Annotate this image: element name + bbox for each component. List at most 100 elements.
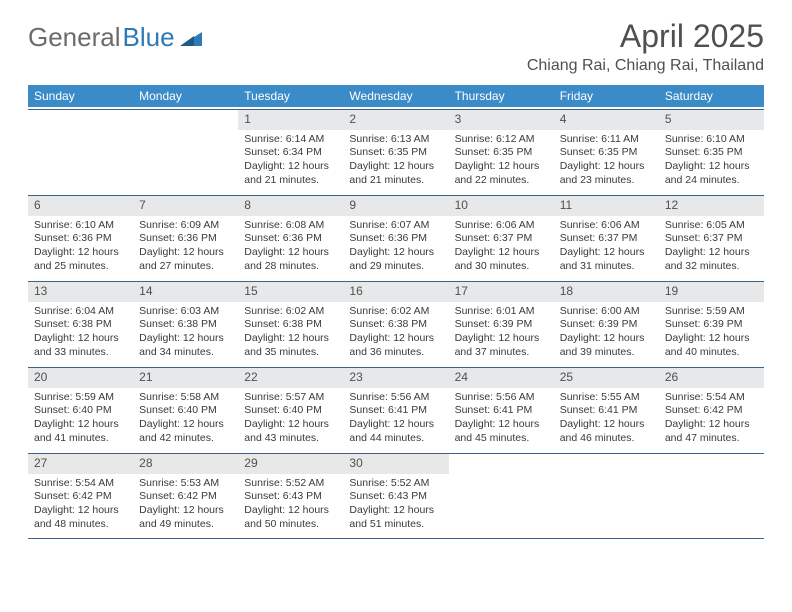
day-body: Sunrise: 6:12 AMSunset: 6:35 PMDaylight:… bbox=[449, 130, 554, 192]
sunrise-line: Sunrise: 5:56 AM bbox=[349, 391, 442, 405]
logo-text-blue: Blue bbox=[123, 22, 175, 53]
daylight-line: Daylight: 12 hours and 41 minutes. bbox=[34, 418, 127, 445]
day-number: 29 bbox=[238, 454, 343, 474]
header: GeneralBlue April 2025 Chiang Rai, Chian… bbox=[28, 18, 764, 75]
day-number: 11 bbox=[554, 196, 659, 216]
day-body: Sunrise: 6:06 AMSunset: 6:37 PMDaylight:… bbox=[554, 216, 659, 278]
sunset-line: Sunset: 6:35 PM bbox=[349, 146, 442, 160]
day-number: 7 bbox=[133, 196, 238, 216]
day-body: Sunrise: 5:54 AMSunset: 6:42 PMDaylight:… bbox=[28, 474, 133, 536]
logo: GeneralBlue bbox=[28, 18, 202, 53]
day-number: 3 bbox=[449, 110, 554, 130]
calendar-cell: 6Sunrise: 6:10 AMSunset: 6:36 PMDaylight… bbox=[28, 195, 133, 281]
daylight-line: Daylight: 12 hours and 30 minutes. bbox=[455, 246, 548, 273]
day-number: 27 bbox=[28, 454, 133, 474]
calendar-cell: 25Sunrise: 5:55 AMSunset: 6:41 PMDayligh… bbox=[554, 367, 659, 453]
daylight-line: Daylight: 12 hours and 24 minutes. bbox=[665, 160, 758, 187]
calendar-cell: 11Sunrise: 6:06 AMSunset: 6:37 PMDayligh… bbox=[554, 195, 659, 281]
day-number: 9 bbox=[343, 196, 448, 216]
daylight-line: Daylight: 12 hours and 33 minutes. bbox=[34, 332, 127, 359]
calendar-cell: 15Sunrise: 6:02 AMSunset: 6:38 PMDayligh… bbox=[238, 281, 343, 367]
sunrise-line: Sunrise: 6:06 AM bbox=[455, 219, 548, 233]
daylight-line: Daylight: 12 hours and 35 minutes. bbox=[244, 332, 337, 359]
day-number: 22 bbox=[238, 368, 343, 388]
calendar-page: GeneralBlue April 2025 Chiang Rai, Chian… bbox=[0, 0, 792, 557]
day-body: Sunrise: 6:10 AMSunset: 6:35 PMDaylight:… bbox=[659, 130, 764, 192]
sunrise-line: Sunrise: 5:57 AM bbox=[244, 391, 337, 405]
calendar-cell: 9Sunrise: 6:07 AMSunset: 6:36 PMDaylight… bbox=[343, 195, 448, 281]
daylight-line: Daylight: 12 hours and 44 minutes. bbox=[349, 418, 442, 445]
daylight-line: Daylight: 12 hours and 47 minutes. bbox=[665, 418, 758, 445]
sunset-line: Sunset: 6:39 PM bbox=[560, 318, 653, 332]
day-number: 18 bbox=[554, 282, 659, 302]
daylight-line: Daylight: 12 hours and 32 minutes. bbox=[665, 246, 758, 273]
sunrise-line: Sunrise: 6:12 AM bbox=[455, 133, 548, 147]
sunrise-line: Sunrise: 6:05 AM bbox=[665, 219, 758, 233]
day-body: Sunrise: 6:00 AMSunset: 6:39 PMDaylight:… bbox=[554, 302, 659, 364]
daylight-line: Daylight: 12 hours and 34 minutes. bbox=[139, 332, 232, 359]
title-block: April 2025 Chiang Rai, Chiang Rai, Thail… bbox=[527, 18, 764, 75]
calendar-cell: 4Sunrise: 6:11 AMSunset: 6:35 PMDaylight… bbox=[554, 109, 659, 195]
daylight-line: Daylight: 12 hours and 21 minutes. bbox=[244, 160, 337, 187]
calendar-cell: 16Sunrise: 6:02 AMSunset: 6:38 PMDayligh… bbox=[343, 281, 448, 367]
sunset-line: Sunset: 6:37 PM bbox=[455, 232, 548, 246]
day-number: 6 bbox=[28, 196, 133, 216]
day-number: 16 bbox=[343, 282, 448, 302]
daylight-line: Daylight: 12 hours and 22 minutes. bbox=[455, 160, 548, 187]
calendar-cell: 22Sunrise: 5:57 AMSunset: 6:40 PMDayligh… bbox=[238, 367, 343, 453]
day-body: Sunrise: 5:54 AMSunset: 6:42 PMDaylight:… bbox=[659, 388, 764, 450]
sunrise-line: Sunrise: 6:00 AM bbox=[560, 305, 653, 319]
calendar-cell: 10Sunrise: 6:06 AMSunset: 6:37 PMDayligh… bbox=[449, 195, 554, 281]
calendar-cell bbox=[28, 109, 133, 195]
day-body: Sunrise: 6:03 AMSunset: 6:38 PMDaylight:… bbox=[133, 302, 238, 364]
day-number: 25 bbox=[554, 368, 659, 388]
calendar-cell: 29Sunrise: 5:52 AMSunset: 6:43 PMDayligh… bbox=[238, 453, 343, 539]
sunrise-line: Sunrise: 5:52 AM bbox=[349, 477, 442, 491]
daylight-line: Daylight: 12 hours and 23 minutes. bbox=[560, 160, 653, 187]
sunset-line: Sunset: 6:40 PM bbox=[34, 404, 127, 418]
sunset-line: Sunset: 6:35 PM bbox=[455, 146, 548, 160]
day-body: Sunrise: 6:04 AMSunset: 6:38 PMDaylight:… bbox=[28, 302, 133, 364]
calendar-cell: 20Sunrise: 5:59 AMSunset: 6:40 PMDayligh… bbox=[28, 367, 133, 453]
calendar-cell: 26Sunrise: 5:54 AMSunset: 6:42 PMDayligh… bbox=[659, 367, 764, 453]
sunset-line: Sunset: 6:42 PM bbox=[139, 490, 232, 504]
day-number: 2 bbox=[343, 110, 448, 130]
sunrise-line: Sunrise: 6:13 AM bbox=[349, 133, 442, 147]
day-number: 15 bbox=[238, 282, 343, 302]
calendar-cell: 5Sunrise: 6:10 AMSunset: 6:35 PMDaylight… bbox=[659, 109, 764, 195]
sunrise-line: Sunrise: 6:14 AM bbox=[244, 133, 337, 147]
day-body: Sunrise: 5:58 AMSunset: 6:40 PMDaylight:… bbox=[133, 388, 238, 450]
day-body: Sunrise: 6:11 AMSunset: 6:35 PMDaylight:… bbox=[554, 130, 659, 192]
day-headers: Sunday Monday Tuesday Wednesday Thursday… bbox=[28, 85, 764, 107]
day-number: 19 bbox=[659, 282, 764, 302]
location: Chiang Rai, Chiang Rai, Thailand bbox=[527, 57, 764, 75]
sunrise-line: Sunrise: 6:02 AM bbox=[244, 305, 337, 319]
day-number: 21 bbox=[133, 368, 238, 388]
day-header-wed: Wednesday bbox=[343, 85, 448, 107]
sunrise-line: Sunrise: 6:04 AM bbox=[34, 305, 127, 319]
day-number: 13 bbox=[28, 282, 133, 302]
calendar-cell: 7Sunrise: 6:09 AMSunset: 6:36 PMDaylight… bbox=[133, 195, 238, 281]
day-body: Sunrise: 6:08 AMSunset: 6:36 PMDaylight:… bbox=[238, 216, 343, 278]
sunrise-line: Sunrise: 5:56 AM bbox=[455, 391, 548, 405]
sunrise-line: Sunrise: 6:11 AM bbox=[560, 133, 653, 147]
day-number: 5 bbox=[659, 110, 764, 130]
day-header-fri: Friday bbox=[554, 85, 659, 107]
sunrise-line: Sunrise: 5:58 AM bbox=[139, 391, 232, 405]
day-body: Sunrise: 5:52 AMSunset: 6:43 PMDaylight:… bbox=[238, 474, 343, 536]
sunset-line: Sunset: 6:38 PM bbox=[139, 318, 232, 332]
daylight-line: Daylight: 12 hours and 21 minutes. bbox=[349, 160, 442, 187]
calendar-cell: 18Sunrise: 6:00 AMSunset: 6:39 PMDayligh… bbox=[554, 281, 659, 367]
sunrise-line: Sunrise: 6:01 AM bbox=[455, 305, 548, 319]
sunset-line: Sunset: 6:42 PM bbox=[665, 404, 758, 418]
day-header-tue: Tuesday bbox=[238, 85, 343, 107]
calendar-cell bbox=[449, 453, 554, 539]
logo-text-gray: General bbox=[28, 22, 121, 53]
daylight-line: Daylight: 12 hours and 39 minutes. bbox=[560, 332, 653, 359]
day-body: Sunrise: 6:07 AMSunset: 6:36 PMDaylight:… bbox=[343, 216, 448, 278]
sunset-line: Sunset: 6:35 PM bbox=[560, 146, 653, 160]
sunset-line: Sunset: 6:36 PM bbox=[349, 232, 442, 246]
sunrise-line: Sunrise: 6:06 AM bbox=[560, 219, 653, 233]
calendar-cell: 23Sunrise: 5:56 AMSunset: 6:41 PMDayligh… bbox=[343, 367, 448, 453]
day-number: 1 bbox=[238, 110, 343, 130]
